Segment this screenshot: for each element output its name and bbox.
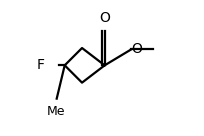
- Text: F: F: [37, 58, 45, 72]
- Text: Me: Me: [47, 105, 65, 118]
- Text: O: O: [99, 11, 110, 25]
- Text: O: O: [131, 42, 142, 56]
